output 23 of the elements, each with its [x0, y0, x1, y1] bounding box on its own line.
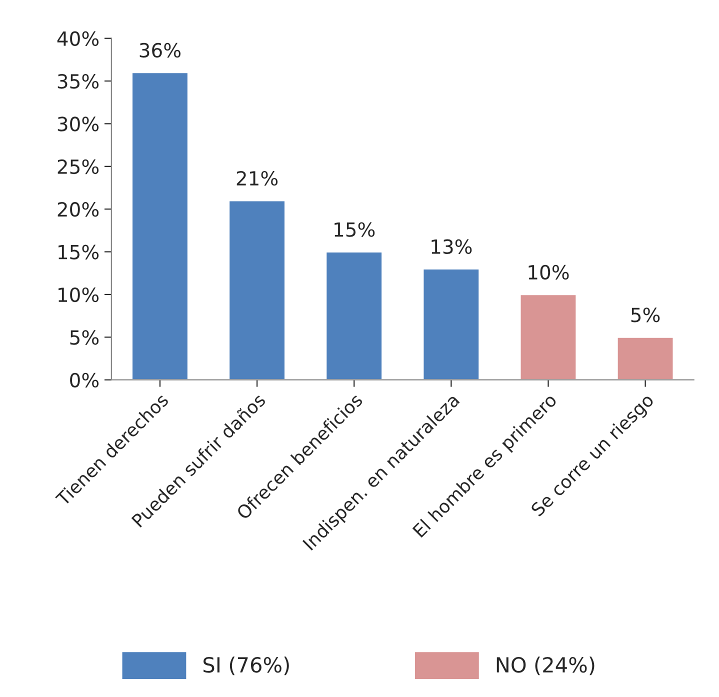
data-label: 5%	[631, 308, 660, 322]
y-tick-label: 30%	[58, 116, 99, 132]
data-label: 36%	[140, 42, 181, 58]
bar	[325, 251, 383, 380]
data-label: 13%	[432, 239, 472, 254]
y-tick-label: 0%	[70, 372, 99, 388]
y-tick-label: 15%	[58, 244, 99, 260]
legend-label: NO (24%)	[496, 656, 594, 676]
y-tick-label: 40%	[57, 31, 99, 46]
bar	[131, 72, 189, 380]
bar	[422, 268, 480, 380]
y-tick-label: 10%	[58, 287, 99, 302]
bar	[616, 336, 674, 380]
data-label: 10%	[528, 264, 569, 280]
data-label: 15%	[334, 222, 375, 237]
y-tick-label: 5%	[70, 330, 99, 345]
bar	[519, 294, 578, 380]
bar	[228, 200, 286, 380]
y-tick-label: 25%	[58, 159, 99, 174]
data-label: 21%	[236, 170, 278, 186]
y-tick-label: 35%	[58, 74, 99, 89]
y-tick-label: 20%	[58, 202, 99, 217]
legend-label: SI (76%)	[204, 656, 289, 676]
